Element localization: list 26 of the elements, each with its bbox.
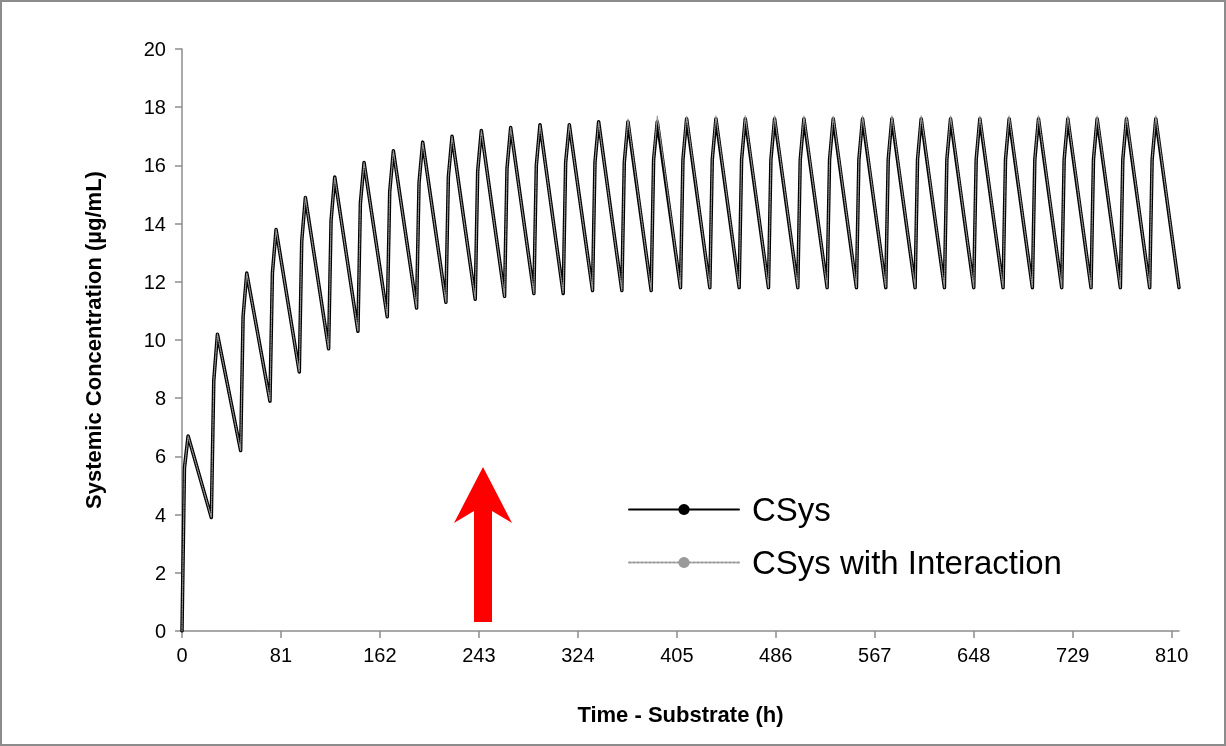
x-tick-label: 324	[561, 644, 595, 666]
y-tick-label: 12	[143, 270, 166, 293]
y-tick-label: 0	[154, 620, 166, 642]
x-tick-label: 0	[176, 644, 188, 666]
y-tick-label: 18	[143, 96, 166, 119]
y-tick-label: 6	[154, 445, 166, 468]
x-axis-title: Time - Substrate (h)	[577, 701, 784, 727]
x-tick-label: 243	[462, 644, 496, 666]
x-tick-label: 648	[957, 644, 991, 666]
y-tick-label: 4	[154, 503, 166, 526]
y-axis-title: Systemic Concentration (µg/mL)	[80, 171, 106, 509]
x-tick-label: 405	[660, 644, 694, 666]
y-tick-label: 14	[143, 212, 166, 235]
y-tick-label: 8	[154, 387, 166, 410]
y-tick-label: 2	[154, 561, 166, 584]
legend-label: CSys with Interaction	[752, 544, 1062, 581]
x-tick-label: 486	[759, 644, 793, 666]
y-tick-label: 20	[143, 38, 166, 60]
x-tick-label: 729	[1056, 644, 1090, 666]
y-tick-label: 16	[143, 154, 166, 177]
x-tick-label: 81	[269, 644, 293, 666]
legend-label: CSys	[752, 491, 831, 528]
x-tick-label: 567	[858, 644, 892, 666]
x-tick-label: 810	[1154, 644, 1189, 666]
x-tick-label: 162	[363, 644, 397, 666]
y-tick-label: 10	[143, 329, 166, 351]
